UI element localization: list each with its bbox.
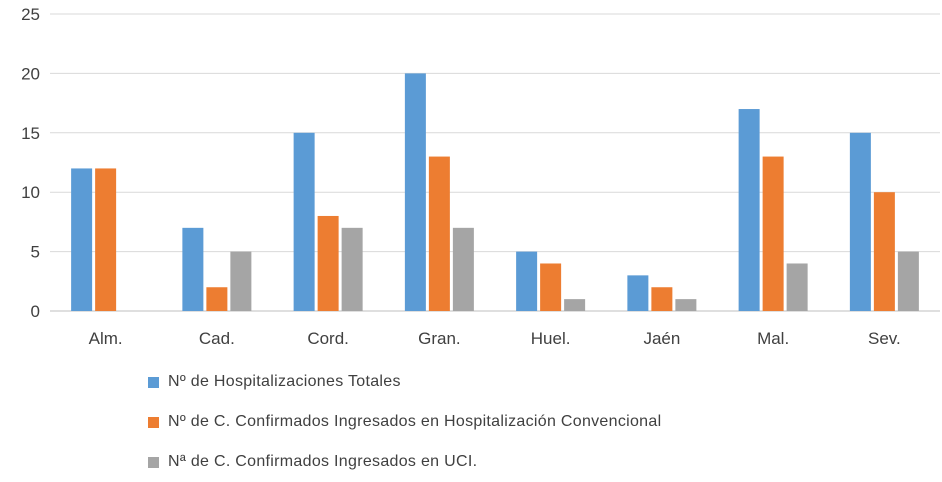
legend-label: Nº de Hospitalizaciones Totales bbox=[168, 373, 401, 390]
y-tick-label: 25 bbox=[21, 5, 40, 24]
legend-swatch-gray bbox=[148, 456, 159, 468]
bar bbox=[738, 109, 760, 311]
bar bbox=[675, 299, 697, 311]
bar bbox=[564, 299, 586, 311]
legend: Nº de Hospitalizaciones Totales Nº de C.… bbox=[148, 362, 661, 482]
legend-label: Nª de C. Confirmados Ingresados en UCI. bbox=[168, 453, 478, 470]
bar bbox=[293, 132, 315, 311]
bar bbox=[651, 287, 673, 311]
bar bbox=[341, 227, 363, 311]
bar bbox=[182, 227, 204, 311]
bar bbox=[428, 156, 450, 311]
x-tick-label: Cord. bbox=[307, 329, 349, 348]
y-tick-label: 15 bbox=[21, 124, 40, 143]
bar bbox=[206, 287, 228, 311]
bar bbox=[762, 156, 784, 311]
bar bbox=[71, 168, 93, 311]
x-tick-label: Cad. bbox=[199, 329, 235, 348]
y-tick-label: 0 bbox=[31, 302, 40, 321]
legend-label: Nº de C. Confirmados Ingresados en Hospi… bbox=[168, 413, 662, 430]
bar bbox=[786, 263, 808, 311]
x-tick-label: Huel. bbox=[531, 329, 571, 348]
bar bbox=[230, 251, 252, 311]
legend-item-hospitalizacion-convencional: Nº de C. Confirmados Ingresados en Hospi… bbox=[148, 402, 661, 442]
bar bbox=[516, 251, 538, 311]
legend-swatch-orange bbox=[148, 416, 159, 428]
y-tick-label: 20 bbox=[21, 64, 40, 83]
legend-item-uci: Nª de C. Confirmados Ingresados en UCI. bbox=[148, 442, 661, 482]
legend-item-hospitalizaciones-totales: Nº de Hospitalizaciones Totales bbox=[148, 362, 661, 402]
legend-swatch-blue bbox=[148, 376, 159, 388]
bar bbox=[317, 215, 339, 311]
bars bbox=[71, 73, 919, 312]
x-tick-label: Jaén bbox=[643, 329, 680, 348]
bar bbox=[540, 263, 562, 311]
bar bbox=[849, 132, 871, 311]
bar bbox=[95, 168, 117, 311]
bar bbox=[452, 227, 474, 311]
bar-chart: 0 5 10 15 20 25 Alm. Cad. Cord. Gran. Huel. Jaén Ma… bbox=[21, 5, 940, 348]
bar bbox=[627, 275, 649, 311]
bar bbox=[404, 73, 426, 312]
y-tick-label: 5 bbox=[31, 243, 40, 262]
x-tick-label: Gran. bbox=[418, 329, 461, 348]
x-tick-label: Alm. bbox=[89, 329, 123, 348]
y-axis-tick-labels: 0 5 10 15 20 25 bbox=[21, 5, 40, 321]
y-tick-label: 10 bbox=[21, 183, 40, 202]
x-axis-tick-labels: Alm. Cad. Cord. Gran. Huel. Jaén Mal. Sev. bbox=[89, 329, 901, 348]
x-tick-label: Sev. bbox=[868, 329, 901, 348]
bar bbox=[897, 251, 919, 311]
bar bbox=[873, 192, 895, 311]
x-tick-label: Mal. bbox=[757, 329, 789, 348]
